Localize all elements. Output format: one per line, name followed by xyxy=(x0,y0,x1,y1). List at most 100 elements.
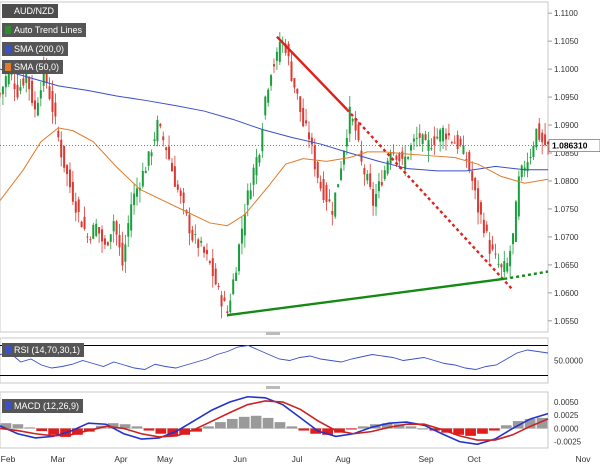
candle-body xyxy=(313,145,316,170)
candle-body xyxy=(4,76,7,88)
auto-trend-tag: Auto Trend Lines xyxy=(2,23,87,37)
macd-label: MACD (12,26,9) xyxy=(14,401,80,411)
candle-body xyxy=(401,151,404,159)
candle-body xyxy=(203,247,206,253)
candle-body xyxy=(526,162,529,172)
candle-body xyxy=(547,141,549,145)
candle-body xyxy=(214,268,217,285)
candle-body xyxy=(179,190,182,196)
candle-body xyxy=(101,229,104,242)
macd-histogram-bar xyxy=(155,428,167,434)
candle-body xyxy=(173,166,176,187)
candle-body xyxy=(136,188,138,197)
candle-body xyxy=(170,162,173,172)
candle-body xyxy=(150,152,153,157)
macd-histogram-bar xyxy=(226,418,238,429)
macd-histogram-bar xyxy=(310,428,322,434)
candle-body xyxy=(523,167,526,171)
candle-body xyxy=(363,168,366,175)
candle-body xyxy=(28,77,31,90)
macd-histogram-bar xyxy=(0,423,12,429)
month-label: Nov xyxy=(575,454,591,464)
candle-body xyxy=(217,285,220,287)
macd-histogram-bar xyxy=(72,428,83,435)
macd-histogram-bar xyxy=(250,415,262,429)
candle-body xyxy=(538,123,541,140)
candle-body xyxy=(316,162,319,178)
candle-body xyxy=(456,134,459,149)
candle-body xyxy=(54,102,57,117)
macd-histogram-bar xyxy=(274,422,286,429)
candle-body xyxy=(442,127,445,142)
candle-body xyxy=(39,90,42,99)
candle-body xyxy=(444,133,447,140)
candle-body xyxy=(398,152,401,162)
candle-body xyxy=(369,173,372,188)
macd-histogram-bar xyxy=(524,418,536,429)
candle-body xyxy=(208,261,211,264)
candle-body xyxy=(331,210,334,215)
candle-body xyxy=(133,193,136,206)
candle-body xyxy=(80,221,83,228)
macd-histogram-bar xyxy=(107,423,119,429)
month-label: Oct xyxy=(467,454,481,464)
trend-line-up xyxy=(227,277,505,317)
trend-line-up-projection xyxy=(504,270,549,281)
rsi-line xyxy=(0,345,549,370)
last-price-label: 1.086310 xyxy=(552,141,588,151)
candle-body xyxy=(407,156,410,159)
candle-body xyxy=(130,204,133,231)
candle-body xyxy=(439,129,442,142)
candle-body xyxy=(258,155,261,163)
candle-body xyxy=(415,137,418,139)
macd-histogram-bar xyxy=(500,425,512,429)
candle-body xyxy=(424,134,427,140)
candle-body xyxy=(514,201,517,242)
candle-body xyxy=(191,229,194,241)
macd-signal-line xyxy=(0,400,549,441)
price-tick-label: 1.0750 xyxy=(554,205,579,214)
trend-line-down xyxy=(276,35,348,111)
candle-body xyxy=(147,151,150,166)
sma200-tag: SMA (200,0) xyxy=(2,42,69,56)
candle-body xyxy=(459,138,462,145)
candle-body xyxy=(48,86,51,99)
macd-tick-label: -0.0025 xyxy=(554,438,582,447)
candle-body xyxy=(503,261,506,272)
candle-body xyxy=(68,169,71,188)
macd-histogram-bar xyxy=(215,422,226,429)
resize-handle xyxy=(266,386,280,389)
candle-body xyxy=(479,202,482,215)
candle-body xyxy=(243,214,246,236)
sma50-line xyxy=(0,127,549,227)
candle-body xyxy=(520,165,523,177)
macd-histogram-bar xyxy=(286,426,298,429)
candle-body xyxy=(535,128,538,148)
candle-body xyxy=(348,106,351,134)
candle-body xyxy=(477,188,480,213)
macd-histogram-bar xyxy=(24,427,36,429)
candle-body xyxy=(310,137,313,145)
month-label: Sep xyxy=(418,454,433,464)
candle-body xyxy=(1,86,4,95)
macd-histogram-bar xyxy=(357,426,369,429)
macd-histogram-bar xyxy=(346,428,357,430)
candle-body xyxy=(86,236,89,238)
resize-handle xyxy=(266,332,280,335)
candle-body xyxy=(500,264,503,268)
macd-histogram-bar xyxy=(203,426,214,429)
candle-body xyxy=(319,181,322,189)
price-tick-label: 1.0900 xyxy=(554,121,579,130)
candle-body xyxy=(153,139,156,142)
price-tick-label: 1.0850 xyxy=(554,149,579,158)
candle-body xyxy=(453,142,456,144)
candle-body xyxy=(544,134,547,145)
macd-histogram-bar xyxy=(12,424,24,429)
candle-body xyxy=(60,139,63,158)
candle-body xyxy=(89,239,92,241)
month-label: Jul xyxy=(292,454,303,464)
auto-trend-label: Auto Trend Lines xyxy=(14,25,83,35)
candle-body xyxy=(252,167,255,185)
candle-body xyxy=(532,145,535,157)
